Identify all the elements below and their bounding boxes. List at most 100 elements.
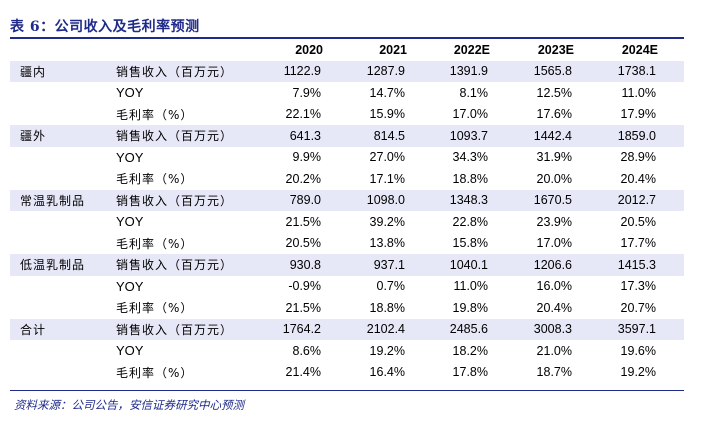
year-header: 2020 xyxy=(295,42,323,57)
value-cell: 930.8 xyxy=(266,254,349,276)
value-cell: 13.8% xyxy=(369,236,405,251)
value-cell: 1764.2 xyxy=(266,318,349,340)
value-cell: 17.1% xyxy=(369,171,405,186)
year-header: 2023E xyxy=(537,42,574,57)
table-row: YOY 8.6% 19.2% 18.2% 21.0% 19.6% xyxy=(10,340,684,362)
top-rule xyxy=(10,37,684,39)
category-cell: 低温乳制品 xyxy=(10,254,111,276)
value-cell: 17.3% xyxy=(620,279,656,294)
category-cell: 疆外 xyxy=(10,125,111,147)
value-cell: 8.6% xyxy=(292,343,322,358)
metric-label: 销售收入（百万元） xyxy=(111,318,266,340)
value-cell: 12.5% xyxy=(536,85,572,100)
header-blank-category xyxy=(10,39,111,61)
metric-label: YOY xyxy=(116,149,144,165)
value-cell: 17.0% xyxy=(452,107,488,122)
metric-label: 毛利率（%） xyxy=(116,172,194,187)
value-cell: 27.0% xyxy=(369,150,405,165)
value-cell: 20.4% xyxy=(620,171,656,186)
value-cell: 3597.1 xyxy=(600,318,684,340)
value-cell: 17.6% xyxy=(536,107,572,122)
value-cell: 20.5% xyxy=(620,214,656,229)
value-cell: 1040.1 xyxy=(433,254,516,276)
table-row: YOY 21.5% 39.2% 22.8% 23.9% 20.5% xyxy=(10,211,684,233)
value-cell: 11.0% xyxy=(453,279,488,294)
value-cell: 11.0% xyxy=(621,85,656,100)
value-cell: 14.7% xyxy=(369,85,405,100)
value-cell: 21.4% xyxy=(285,365,321,380)
value-cell: 18.2% xyxy=(452,343,488,358)
value-cell: 1415.3 xyxy=(600,254,684,276)
metric-label: 毛利率（%） xyxy=(116,365,194,380)
value-cell: 2485.6 xyxy=(433,318,516,340)
table-row: YOY 9.9% 27.0% 34.3% 31.9% 28.9% xyxy=(10,147,684,169)
metric-label: 毛利率（%） xyxy=(116,107,194,122)
category-cell xyxy=(10,297,111,319)
value-cell: 21.5% xyxy=(285,214,321,229)
value-cell: 31.9% xyxy=(536,150,572,165)
table-row: 疆内 销售收入（百万元） 1122.9 1287.9 1391.9 1565.8 1738.… xyxy=(10,60,684,82)
value-cell: 937.1 xyxy=(349,254,433,276)
category-cell xyxy=(10,211,111,233)
category-cell: 常温乳制品 xyxy=(10,189,111,211)
category-cell xyxy=(10,276,111,298)
source-note: 资料来源：公司公告，安信证券研究中心预测 xyxy=(14,398,244,412)
value-cell: 1442.4 xyxy=(516,125,600,147)
category-cell xyxy=(10,168,111,190)
table-row: 合计 销售收入（百万元） 1764.2 2102.4 2485.6 3008.3 3597.… xyxy=(10,318,684,340)
metric-label: YOY xyxy=(116,214,144,230)
metric-label: YOY xyxy=(116,278,144,294)
category-cell: 合计 xyxy=(10,318,111,340)
header-row: 2020 2021 2022E 2023E 2024E xyxy=(10,39,684,61)
value-cell: 20.7% xyxy=(620,300,656,315)
value-cell: 1738.1 xyxy=(600,60,684,82)
category-cell: 疆内 xyxy=(10,60,111,82)
category-cell xyxy=(10,362,111,384)
table-row: 毛利率（%） 21.4% 16.4% 17.8% 18.7% 19.2% xyxy=(10,362,684,384)
value-cell: 20.0% xyxy=(536,171,572,186)
year-header: 2022E xyxy=(453,42,490,57)
category-cell xyxy=(10,82,111,104)
table-row: 毛利率（%） 22.1% 15.9% 17.0% 17.6% 17.9% xyxy=(10,104,684,126)
value-cell: -0.9% xyxy=(288,279,321,294)
category-cell xyxy=(10,233,111,255)
table-row: 常温乳制品 销售收入（百万元） 789.0 1098.0 1348.3 1670.5 201… xyxy=(10,189,684,211)
metric-label: 销售收入（百万元） xyxy=(111,125,266,147)
value-cell: 15.9% xyxy=(369,107,405,122)
value-cell: 814.5 xyxy=(349,125,433,147)
table-row: 毛利率（%） 21.5% 18.8% 19.8% 20.4% 20.7% xyxy=(10,297,684,319)
bottom-rule xyxy=(10,390,684,391)
value-cell: 18.7% xyxy=(536,365,572,380)
value-cell: 19.2% xyxy=(369,343,405,358)
value-cell: 641.3 xyxy=(266,125,349,147)
value-cell: 39.2% xyxy=(369,214,405,229)
value-cell: 8.1% xyxy=(459,85,489,100)
value-cell: 2012.7 xyxy=(600,189,684,211)
table-title: 表 6：公司收入及毛利率预测 xyxy=(10,19,200,35)
value-cell: 16.4% xyxy=(369,365,405,380)
value-cell: 1348.3 xyxy=(433,189,516,211)
value-cell: 18.8% xyxy=(452,171,488,186)
value-cell: 1098.0 xyxy=(349,189,433,211)
value-cell: 21.5% xyxy=(285,300,321,315)
value-cell: 23.9% xyxy=(536,214,572,229)
value-cell: 16.0% xyxy=(536,279,572,294)
category-cell xyxy=(10,104,111,126)
metric-label: YOY xyxy=(116,343,144,359)
value-cell: 18.8% xyxy=(369,300,405,315)
value-cell: 17.9% xyxy=(620,107,656,122)
forecast-table: 2020 2021 2022E 2023E 2024E 疆内 销售收入（百万元） 1… xyxy=(10,39,684,383)
value-cell: 1122.9 xyxy=(266,60,349,82)
value-cell: 22.1% xyxy=(285,107,321,122)
value-cell: 9.9% xyxy=(292,150,322,165)
category-cell xyxy=(10,147,111,169)
table-body: 疆内 销售收入（百万元） 1122.9 1287.9 1391.9 1565.8 1738.… xyxy=(10,60,684,384)
value-cell: 34.3% xyxy=(452,150,488,165)
table-row: YOY -0.9% 0.7% 11.0% 16.0% 17.3% xyxy=(10,276,684,298)
year-header: 2021 xyxy=(379,42,407,57)
value-cell: 17.0% xyxy=(536,236,572,251)
value-cell: 19.6% xyxy=(620,343,656,358)
value-cell: 1287.9 xyxy=(349,60,433,82)
value-cell: 1093.7 xyxy=(433,125,516,147)
metric-label: 销售收入（百万元） xyxy=(111,60,266,82)
